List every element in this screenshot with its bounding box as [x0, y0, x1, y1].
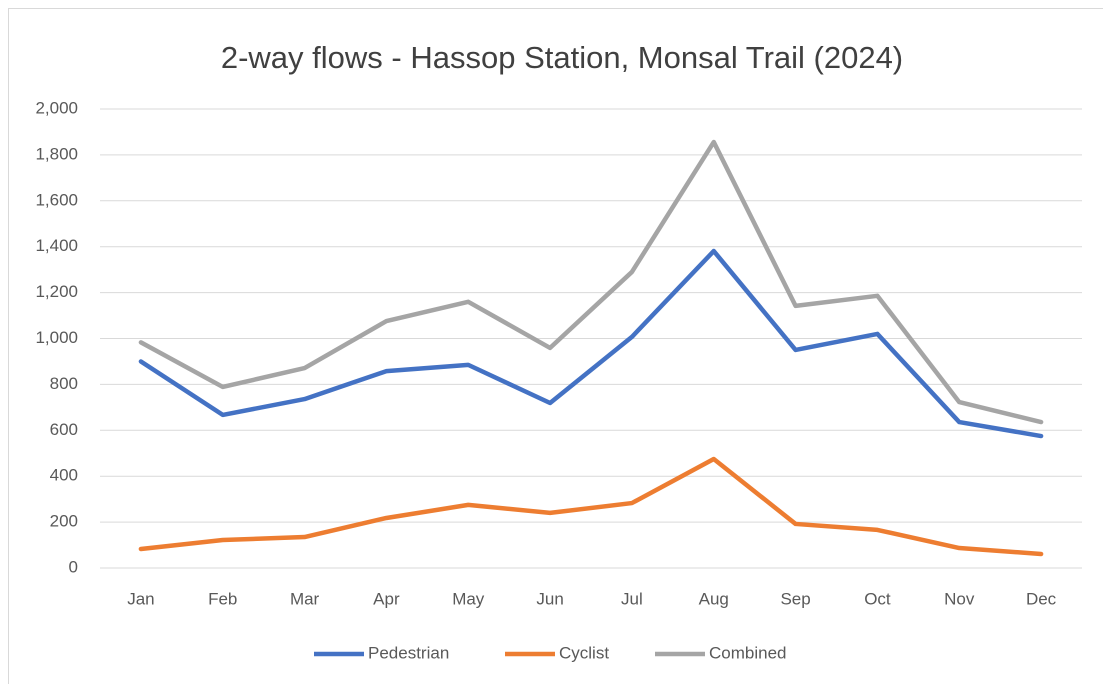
x-tick-label: Nov	[944, 589, 975, 608]
x-tick-label: Jan	[127, 589, 154, 608]
legend-label: Pedestrian	[368, 643, 449, 662]
x-tick-label: Jul	[621, 589, 643, 608]
y-tick-label: 2,000	[35, 98, 78, 117]
legend-label: Combined	[709, 643, 787, 662]
y-tick-label: 1,600	[35, 190, 78, 209]
y-tick-label: 800	[50, 374, 78, 393]
series-line	[138, 248, 1044, 439]
chart-title: 2-way flows - Hassop Station, Monsal Tra…	[221, 40, 903, 75]
series-line	[138, 139, 1044, 425]
x-tick-label: Apr	[373, 589, 400, 608]
x-tick-label: Sep	[780, 589, 810, 608]
legend-label: Cyclist	[559, 643, 609, 662]
x-tick-label: Aug	[699, 589, 729, 608]
x-tick-label: Jun	[536, 589, 563, 608]
y-tick-label: 600	[50, 420, 78, 439]
x-tick-label: Feb	[208, 589, 237, 608]
x-tick-label: Oct	[864, 589, 891, 608]
y-tick-label: 1,400	[35, 236, 78, 255]
x-tick-label: May	[452, 589, 485, 608]
series-line	[138, 456, 1044, 557]
chart-frame	[8, 8, 1103, 684]
y-tick-label: 400	[50, 466, 78, 485]
x-tick-label: Dec	[1026, 589, 1057, 608]
y-tick-label: 1,000	[35, 328, 78, 347]
y-tick-label: 1,200	[35, 282, 78, 301]
x-tick-label: Mar	[290, 589, 320, 608]
y-tick-label: 1,800	[35, 144, 78, 163]
y-tick-label: 0	[69, 557, 78, 576]
y-tick-label: 200	[50, 512, 78, 531]
